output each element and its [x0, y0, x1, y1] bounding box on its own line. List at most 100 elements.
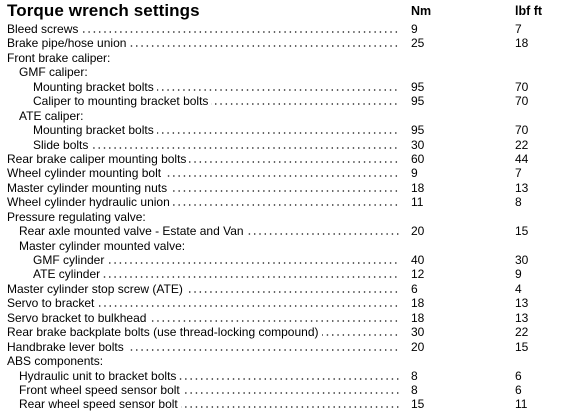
lbf-ft-value: 22 — [515, 137, 529, 152]
row-label: Mounting bracket bolts — [33, 123, 157, 138]
row-label: Handbrake lever bolts — [7, 339, 127, 355]
dot-leader — [7, 45, 400, 48]
nm-value: 95 — [411, 123, 425, 138]
dot-leader — [19, 391, 400, 394]
lbf-ft-value: 70 — [515, 79, 529, 94]
row-label: Master cylinder mounting nuts — [7, 180, 171, 196]
nm-value: 20 — [411, 224, 425, 239]
row-label: Brake pipe/hose union — [7, 36, 130, 51]
dot-leader — [33, 146, 400, 149]
lbf-ft-value: 44 — [515, 151, 529, 166]
section-heading-row: Master cylinder mounted valve: — [0, 238, 572, 254]
lbf-ft-value: 7 — [515, 166, 522, 181]
nm-value: 25 — [411, 36, 425, 51]
table-row: Master cylinder stop screw (ATE) 6 4 — [0, 281, 572, 297]
nm-value: 11 — [411, 195, 424, 210]
table-row: Rear wheel speed sensor bolt 15 11 — [0, 397, 572, 412]
nm-value: 60 — [411, 151, 425, 166]
nm-value: 8 — [411, 368, 418, 383]
nm-value: 15 — [411, 397, 425, 412]
nm-value: 9 — [411, 166, 418, 181]
row-label: Rear axle mounted valve - Estate and Van — [19, 224, 247, 239]
table-row: Mounting bracket bolts 95 70 — [0, 123, 572, 138]
nm-value: 18 — [411, 296, 425, 311]
lbf-ft-value: 9 — [515, 267, 522, 282]
lbf-ft-value: 13 — [515, 180, 529, 195]
row-label: Mounting bracket bolts — [33, 79, 157, 95]
row-label: Master cylinder stop screw (ATE) — [7, 281, 186, 297]
row-label: Wheel cylinder mounting bolt — [7, 166, 165, 181]
dot-leader — [7, 31, 400, 33]
lbf-ft-value: 13 — [515, 310, 529, 325]
dot-leader — [7, 160, 400, 163]
row-label: Rear brake caliper mounting bolts — [7, 151, 190, 167]
dot-leader — [7, 348, 400, 351]
table-row: Handbrake lever bolts 20 15 — [0, 339, 572, 355]
dot-leader — [7, 290, 400, 293]
nm-value: 6 — [411, 281, 418, 296]
lbf-ft-value: 8 — [515, 195, 522, 210]
row-label: Servo bracket to bulkhead — [7, 310, 150, 326]
section-heading-row: GMF caliper: — [0, 65, 572, 80]
dot-leader — [7, 319, 400, 322]
lbf-ft-value: 30 — [515, 253, 529, 267]
section-heading-row: ATE caliper: — [0, 108, 572, 124]
nm-value: 40 — [411, 253, 425, 267]
lbf-ft-value: 6 — [515, 368, 522, 383]
lbf-ft-column-header: lbf ft — [515, 4, 543, 18]
row-label: ATE caliper: — [19, 108, 87, 124]
section-heading-row: Pressure regulating valve: — [0, 209, 572, 225]
table-row: Slide bolts 30 22 — [0, 137, 572, 152]
row-label: Rear brake backplate bolts (use thread-l… — [7, 325, 322, 340]
lbf-ft-value: 70 — [515, 123, 529, 138]
dot-leader — [7, 204, 400, 207]
nm-value: 18 — [411, 180, 425, 195]
lbf-ft-value: 15 — [515, 339, 529, 354]
row-label: Caliper to mounting bracket bolts — [33, 94, 212, 109]
nm-column-header: Nm — [411, 4, 432, 18]
table-row: Rear brake backplate bolts (use thread-l… — [0, 325, 572, 340]
table-row: Wheel cylinder mounting bolt 9 7 — [0, 166, 572, 181]
table-row: Master cylinder mounting nuts 18 13 — [0, 180, 572, 196]
table-row: Rear axle mounted valve - Estate and Van… — [0, 224, 572, 239]
table-row: Servo bracket to bulkhead 18 13 — [0, 310, 572, 326]
lbf-ft-value: 18 — [515, 36, 529, 51]
nm-value: 9 — [411, 22, 418, 36]
table-row: Caliper to mounting bracket bolts 95 70 — [0, 94, 572, 109]
dot-leader — [33, 262, 400, 264]
lbf-ft-value: 13 — [515, 296, 529, 311]
row-label: Hydraulic unit to bracket bolts — [19, 368, 180, 383]
row-label: Front wheel speed sensor bolt — [19, 382, 183, 398]
table-row: Servo to bracket 18 13 — [0, 296, 572, 311]
table-row: Front wheel speed sensor bolt 8 6 — [0, 382, 572, 398]
row-label: Rear wheel speed sensor bolt — [19, 397, 181, 412]
table-row: Bleed screws 9 7 — [0, 22, 572, 37]
lbf-ft-value: 15 — [515, 224, 529, 239]
page-title: Torque wrench settings — [7, 1, 200, 20]
dot-leader — [7, 305, 400, 308]
dot-leader — [33, 103, 400, 106]
nm-value: 12 — [411, 267, 425, 282]
torque-table: Bleed screws 9 7 Brake pipe/hose union 25 18 F… — [0, 22, 572, 412]
section-heading-row: Front brake caliper: — [0, 50, 572, 66]
lbf-ft-value: 4 — [515, 281, 522, 296]
row-label: GMF caliper: — [19, 65, 91, 80]
dot-leader — [19, 377, 400, 380]
table-row: Mounting bracket bolts 95 70 — [0, 79, 572, 95]
dot-leader — [7, 189, 400, 192]
nm-value: 18 — [411, 310, 425, 325]
row-label: Wheel cylinder hydraulic union — [7, 195, 173, 210]
table-row: Hydraulic unit to bracket bolts 8 6 — [0, 368, 572, 383]
table-header: Torque wrench settings Nm lbf ft — [0, 0, 572, 22]
row-label: Front brake caliper: — [7, 50, 114, 66]
section-heading-row: ABS components: — [0, 354, 572, 369]
dot-leader — [33, 132, 400, 135]
table-row: ATE cylinder 12 9 — [0, 267, 572, 282]
nm-value: 95 — [411, 94, 425, 109]
table-row: Wheel cylinder hydraulic union 11 8 — [0, 195, 572, 210]
row-label: Pressure regulating valve: — [7, 209, 149, 225]
table-row: Brake pipe/hose union 25 18 — [0, 36, 572, 51]
dot-leader — [33, 276, 400, 279]
row-label: Bleed screws — [7, 22, 82, 37]
